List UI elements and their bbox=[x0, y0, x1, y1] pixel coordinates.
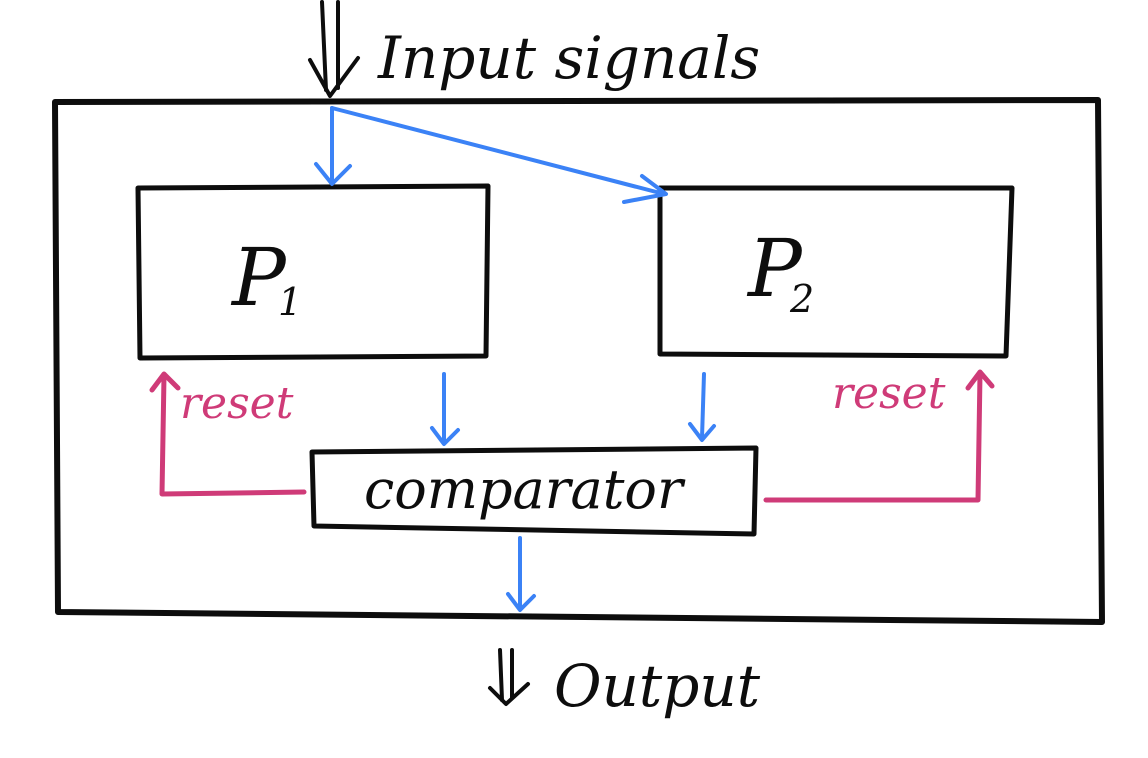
input-double-arrow-icon bbox=[308, 0, 360, 98]
p2-to-comparator-arrow bbox=[688, 372, 716, 442]
reset-left-line bbox=[149, 371, 307, 497]
p1-subscript: 1 bbox=[278, 280, 302, 324]
comparator-box bbox=[309, 445, 759, 537]
p2-subscript: 2 bbox=[789, 277, 814, 321]
output-label: Output bbox=[554, 652, 761, 720]
p1-label: P bbox=[230, 231, 287, 324]
p1-to-comparator-arrow bbox=[430, 372, 460, 446]
comparator-label: comparator bbox=[364, 458, 686, 521]
p1-box bbox=[135, 183, 491, 361]
reset-right-label: reset bbox=[832, 368, 946, 419]
output-double-arrow-icon bbox=[488, 648, 530, 706]
reset-left-label: reset bbox=[180, 378, 294, 429]
p2-box bbox=[657, 185, 1015, 359]
input-to-p1-arrow bbox=[314, 106, 352, 186]
input-to-p2-arrow bbox=[330, 106, 668, 204]
p2-label: P bbox=[746, 222, 803, 315]
reset-right-line bbox=[763, 369, 995, 503]
comparator-to-output-arrow bbox=[506, 536, 536, 612]
input-label: Input signals bbox=[377, 24, 760, 92]
outer-container bbox=[52, 97, 1105, 625]
